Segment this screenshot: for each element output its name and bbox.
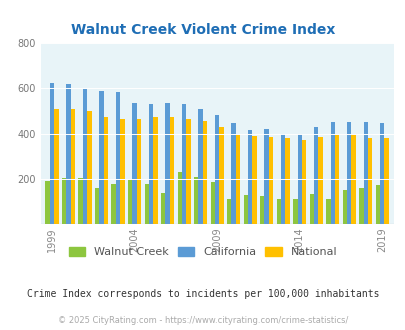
Bar: [116, 92, 120, 224]
Bar: [362, 122, 367, 224]
Bar: [379, 123, 384, 224]
Bar: [153, 117, 158, 224]
Bar: [111, 184, 116, 224]
Bar: [346, 122, 351, 224]
Bar: [104, 116, 108, 224]
Bar: [87, 111, 92, 224]
Bar: [301, 141, 306, 224]
Bar: [375, 185, 379, 224]
Bar: [309, 194, 313, 224]
Bar: [95, 188, 99, 224]
Bar: [367, 138, 371, 224]
Bar: [243, 195, 247, 224]
Bar: [384, 138, 388, 224]
Bar: [313, 127, 318, 224]
Bar: [128, 179, 132, 224]
Bar: [330, 122, 334, 224]
Bar: [83, 89, 87, 224]
Bar: [170, 116, 174, 224]
Bar: [235, 134, 240, 224]
Bar: [99, 90, 104, 224]
Bar: [351, 134, 355, 224]
Bar: [45, 181, 50, 224]
Bar: [71, 109, 75, 224]
Bar: [177, 172, 181, 224]
Bar: [78, 178, 83, 224]
Bar: [54, 109, 59, 224]
Bar: [210, 182, 215, 224]
Bar: [259, 196, 264, 224]
Bar: [161, 193, 165, 224]
Bar: [120, 119, 125, 224]
Text: Walnut Creek Violent Crime Index: Walnut Creek Violent Crime Index: [70, 23, 335, 37]
Bar: [342, 190, 346, 224]
Bar: [132, 104, 136, 224]
Bar: [231, 123, 235, 224]
Bar: [280, 134, 285, 224]
Bar: [268, 137, 273, 224]
Bar: [247, 130, 252, 224]
Bar: [165, 103, 170, 224]
Bar: [198, 109, 202, 224]
Bar: [292, 199, 297, 224]
Bar: [50, 82, 54, 224]
Bar: [276, 199, 280, 224]
Bar: [358, 188, 362, 224]
Legend: Walnut Creek, California, National: Walnut Creek, California, National: [64, 243, 341, 262]
Bar: [334, 135, 339, 224]
Text: Crime Index corresponds to incidents per 100,000 inhabitants: Crime Index corresponds to incidents per…: [27, 289, 378, 299]
Bar: [226, 199, 231, 224]
Bar: [219, 127, 223, 224]
Bar: [215, 115, 219, 224]
Bar: [285, 138, 289, 224]
Bar: [325, 199, 330, 224]
Text: © 2025 CityRating.com - https://www.cityrating.com/crime-statistics/: © 2025 CityRating.com - https://www.city…: [58, 316, 347, 325]
Bar: [66, 84, 71, 224]
Bar: [181, 104, 186, 224]
Bar: [186, 119, 190, 224]
Bar: [149, 104, 153, 224]
Bar: [252, 136, 256, 224]
Bar: [62, 178, 66, 224]
Bar: [194, 177, 198, 224]
Bar: [136, 119, 141, 224]
Bar: [202, 121, 207, 224]
Bar: [297, 134, 301, 224]
Bar: [264, 129, 268, 224]
Bar: [318, 137, 322, 224]
Bar: [144, 184, 149, 224]
